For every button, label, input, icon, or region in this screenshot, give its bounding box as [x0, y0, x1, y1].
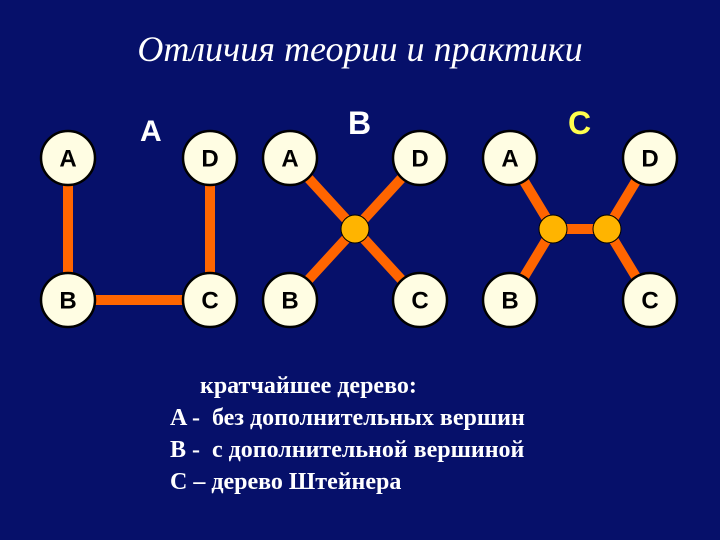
graph-edge — [523, 239, 547, 278]
node-label: D — [201, 146, 218, 173]
graph-edge — [523, 179, 547, 218]
node-label: A — [281, 146, 298, 173]
panel-label-B: B — [348, 105, 371, 142]
panel-label-C: C — [568, 105, 591, 142]
steiner-node — [341, 215, 369, 243]
steiner-node — [539, 215, 567, 243]
node-label: C — [641, 288, 658, 315]
legend-line: A - без дополнительных вершин — [170, 402, 525, 434]
node-label: D — [641, 146, 658, 173]
graph-edge — [363, 176, 403, 220]
node-label: C — [411, 288, 428, 315]
node-label: D — [411, 146, 428, 173]
graph-edge — [307, 238, 347, 282]
legend-line: B - с дополнительной вершиной — [170, 434, 525, 466]
panel-label-A: A — [140, 115, 162, 149]
node-label: B — [501, 288, 518, 315]
graph-edge — [307, 176, 347, 220]
node-label: C — [201, 288, 218, 315]
node-label: B — [281, 288, 298, 315]
graph-edge — [613, 239, 637, 278]
legend-line: кратчайшее дерево: — [170, 370, 525, 402]
steiner-node — [593, 215, 621, 243]
graph-edge — [613, 179, 637, 218]
node-label: B — [59, 288, 76, 315]
legend-block: кратчайшее дерево:A - без дополнительных… — [170, 370, 525, 498]
node-label: A — [59, 146, 76, 173]
graph-edge — [363, 238, 403, 282]
legend-line: C – дерево Штейнера — [170, 466, 525, 498]
node-label: A — [501, 146, 518, 173]
